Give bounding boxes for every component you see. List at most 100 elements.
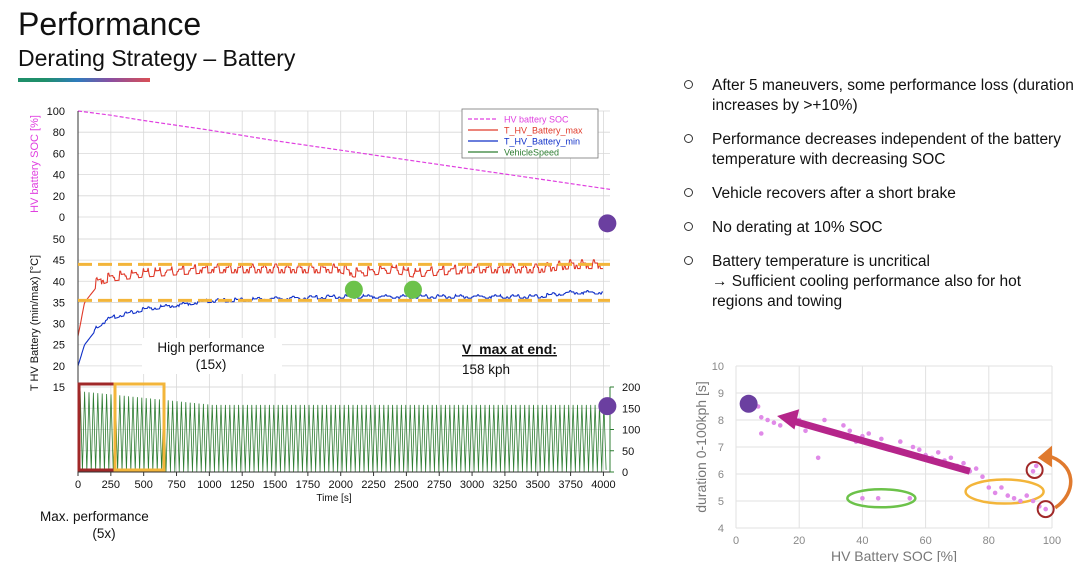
scatter-point (815, 455, 821, 461)
y-tick-label: 0 (59, 212, 65, 224)
legend-label: VehicleSpeed (504, 148, 559, 158)
y-tick-label: 0 (622, 467, 628, 479)
scatter-axes: 10 9 8 7 6 5 40 20 40 60 80 100 HV Battery SOC [%] du… (693, 361, 1061, 562)
scatter-point (1033, 463, 1039, 469)
legend-label: T_HV_Battery_max (504, 126, 583, 136)
recovered-point-ring (1025, 460, 1044, 479)
finding-text: After 5 maneuvers, some performance loss… (712, 77, 1074, 114)
bullet-circle-icon (684, 222, 693, 231)
scatter-point (1011, 496, 1017, 501)
x-tick-label: 0 (75, 479, 81, 491)
scatter-point (1030, 469, 1036, 474)
y-tick-label: 150 (622, 403, 640, 415)
scatter-overlay (739, 394, 1073, 519)
t-min-series-line (77, 290, 603, 367)
y-tick-label: 5 (718, 496, 724, 508)
y-tick-label: 6 (718, 469, 724, 481)
vehicle-speed-series-line (77, 391, 607, 473)
scatter-point (948, 455, 954, 461)
y-tick-label: 40 (53, 276, 65, 288)
bullet-circle-icon (684, 80, 693, 89)
recovery-arrow-head (1037, 445, 1052, 468)
main-chart-overlay: High performance (15x) V_max at end: 158 kp… (40, 214, 617, 541)
y-axis-label: duration 0-100kph [s] (693, 381, 709, 513)
x-tick-label: 0 (733, 535, 739, 547)
bullet-circle-icon (684, 134, 693, 143)
y-tick-label: 100 (47, 106, 65, 118)
scatter-point (879, 436, 884, 442)
x-axis-label: HV Battery SOC [%] (831, 548, 957, 562)
start-point-marker (739, 394, 758, 413)
x-axis-label: Time [s] (316, 493, 351, 504)
y-tick-label: 35 (53, 297, 65, 309)
y-tick-label: 4 (718, 523, 724, 535)
bullet-circle-icon (684, 256, 693, 265)
scatter-point (907, 496, 913, 501)
scatter-point (765, 417, 770, 423)
y-tick-label: 50 (53, 234, 65, 246)
soc-series-line (77, 110, 611, 190)
t-max-series-line (77, 259, 603, 337)
x-tick-label: 1750 (296, 479, 320, 491)
y-tick-label: 7 (718, 442, 724, 454)
legend-label: T_HV_Battery_min (504, 137, 580, 147)
finding-item: No derating at 10% SOC (684, 218, 1074, 238)
y-tick-label: 30 (53, 319, 65, 331)
x-tick-label: 3500 (526, 479, 550, 491)
x-tick-label: 2750 (427, 479, 451, 491)
scatter-point (898, 439, 903, 444)
y-tick-label: 100 (622, 425, 640, 437)
scatter-point (986, 485, 992, 490)
y-tick-label: 80 (53, 127, 65, 139)
finding-subtext: → Sufficient cooling performance also fo… (712, 273, 1022, 310)
scatter-point (758, 431, 764, 436)
brake-marker (344, 280, 363, 299)
x-tick-label: 80 (983, 535, 995, 547)
scatter-point (860, 496, 865, 501)
scatter-point (1043, 506, 1048, 512)
finding-item: Vehicle recovers after a short brake (684, 184, 1074, 204)
vmax-label: V_max at end: (462, 341, 557, 357)
scatter-point (992, 490, 998, 496)
page-subtitle: Derating Strategy – Battery (18, 45, 296, 71)
main-chart-legend: HV battery SOCT_HV_Battery_maxT_HV_Batte… (461, 108, 599, 159)
y-tick-label: 45 (53, 255, 65, 267)
scatter-point (875, 496, 881, 501)
scatter-point (973, 466, 979, 471)
page-title: Performance (18, 6, 202, 42)
scatter-point (866, 431, 872, 436)
x-tick-label: 1000 (197, 479, 221, 491)
finding-item: Performance decreases independent of the… (684, 130, 1074, 170)
x-tick-label: 1250 (230, 479, 254, 491)
legend-label: HV battery SOC (504, 115, 569, 125)
recovery-ellipse (846, 488, 917, 509)
high-performance-box (113, 382, 166, 472)
scatter-point (961, 460, 966, 466)
scatter-point (1005, 493, 1011, 498)
high-performance-count: (15x) (196, 357, 227, 372)
max-performance-label: Max. performance (40, 509, 149, 524)
y-axis-label-temperature: T HV Battery (min/max) [°C] (29, 255, 41, 391)
trend-arrow-head (777, 409, 800, 430)
scatter-point (758, 415, 764, 420)
scatter-point (803, 428, 808, 434)
y-axis-label-soc: HV battery SOC [%] (29, 115, 41, 213)
scatter-point (1024, 493, 1030, 498)
accent-bar (18, 78, 150, 82)
x-tick-label: 250 (102, 479, 120, 491)
high-performance-ellipse (964, 478, 1045, 505)
finding-text: Vehicle recovers after a short brake (712, 185, 956, 202)
y-tick-label: 8 (718, 415, 724, 427)
y-tick-label: 10 (712, 361, 724, 373)
brake-marker (403, 280, 422, 299)
scatter-point (847, 428, 853, 434)
finding-item: After 5 maneuvers, some performance loss… (684, 76, 1074, 116)
y-tick-label: 15 (53, 382, 65, 394)
y-tick-label: 50 (622, 446, 634, 458)
main-chart-grid (77, 110, 610, 473)
scatter-point (935, 450, 941, 455)
scatter-point (999, 485, 1004, 490)
x-tick-label: 750 (167, 479, 185, 491)
speed-end-marker (598, 397, 617, 416)
